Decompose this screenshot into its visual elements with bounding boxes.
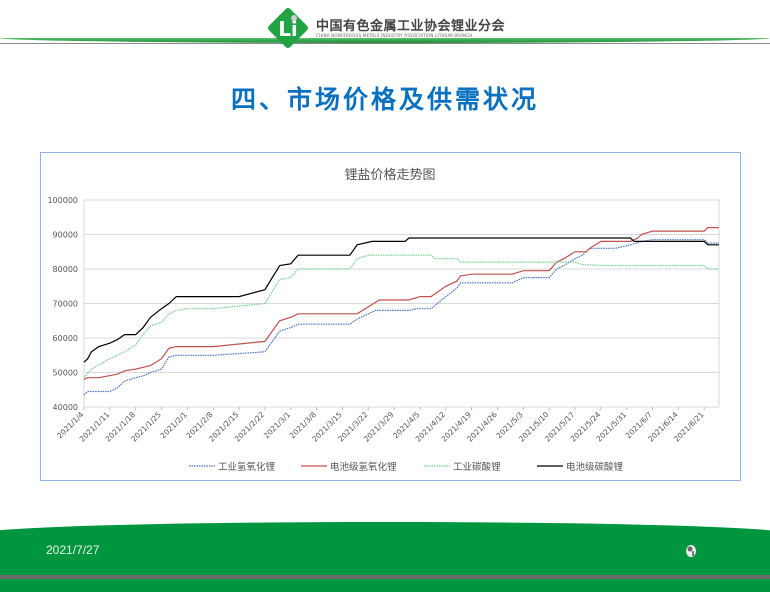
org-name-en: CHINA NONFERROUS METALS INDUSTRY ASSOCIA… [316, 33, 473, 38]
series-line-1 [83, 239, 719, 396]
series-line-3 [83, 254, 719, 379]
series-line-2 [83, 226, 719, 380]
org-name: 中国有色金属工业协会锂业分会 [316, 19, 506, 34]
y-tick-label: 40000 [53, 403, 78, 412]
y-tick-label: 100000 [47, 196, 78, 205]
legend-label: 工业碳酸锂 [453, 461, 501, 473]
footer-date: 2021/7/27 [46, 543, 100, 557]
footer-shadow [0, 575, 770, 579]
x-tick-label: 2021/2/1 [159, 410, 189, 440]
x-tick-label: 2021/3/1 [262, 410, 292, 440]
y-tick-label: 60000 [53, 334, 78, 343]
line-chart: 锂盐价格走势图 40000 50000 60000 70000 80000 90000 10… [47, 167, 720, 473]
slide-title: 四、市场价格及供需状况 [230, 85, 539, 114]
legend-label: 工业氢氧化锂 [218, 461, 276, 473]
header-divider [0, 38, 770, 43]
logo-icon: Li [268, 8, 308, 48]
legend-label: 电池级氢氧化锂 [330, 461, 397, 473]
footer-band [0, 522, 770, 592]
legend-label: 电池级碳酸锂 [566, 461, 624, 473]
y-tick-label: 70000 [53, 300, 78, 309]
mascot-icon [686, 545, 696, 557]
y-tick-label: 50000 [53, 369, 78, 378]
header-divider-shadow [0, 43, 770, 44]
y-tick-label: 80000 [53, 265, 78, 274]
chart-container: 锂盐价格走势图 40000 50000 60000 70000 80000 90000 10… [40, 152, 741, 481]
series-line-4 [83, 237, 719, 363]
chart-title: 锂盐价格走势图 [344, 167, 435, 183]
logo-text: Li [278, 17, 298, 41]
y-tick-label: 90000 [53, 231, 78, 240]
